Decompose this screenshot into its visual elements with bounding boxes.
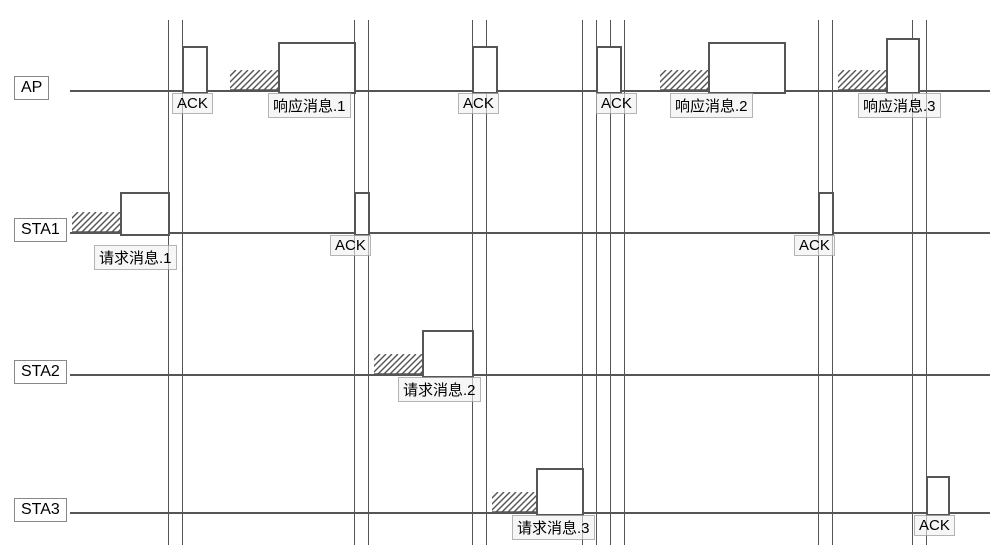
frame-sta1-8 [818, 192, 834, 236]
backoff-sta2-2 [374, 354, 422, 379]
timeline-sta1 [70, 232, 990, 234]
event-label-0: ACK [172, 93, 213, 114]
vline-11 [832, 20, 833, 545]
backoff-ap-1 [230, 70, 278, 95]
vline-10 [818, 20, 819, 545]
track-label-sta2: STA2 [14, 360, 67, 384]
track-label-sta3: STA3 [14, 498, 67, 522]
backoff-ap-5 [838, 70, 886, 95]
event-label-9: 请求消息.2 [398, 377, 481, 402]
event-label-1: 响应消息.1 [268, 93, 351, 118]
track-label-sta1: STA1 [14, 218, 67, 242]
timeline-sta2 [70, 374, 990, 376]
event-label-2: ACK [458, 93, 499, 114]
vline-6 [582, 20, 583, 545]
event-label-8: ACK [794, 235, 835, 256]
vline-2 [354, 20, 355, 545]
frame-ap-0 [182, 46, 208, 94]
frame-sta1-6 [120, 192, 170, 236]
frame-ap-2 [472, 46, 498, 94]
backoff-sta3-3 [492, 492, 536, 517]
timing-diagram: AP STA1 STA2 STA3 ACK 响应消息.1 ACK ACK 响应消息.2 响应消息.… [0, 0, 1000, 560]
backoff-sta1-0 [72, 212, 120, 237]
frame-ap-1 [278, 42, 356, 94]
frame-sta1-7 [354, 192, 370, 236]
frame-sta3-11 [926, 476, 950, 516]
event-label-10: 请求消息.3 [512, 515, 595, 540]
frame-sta2-9 [422, 330, 474, 378]
vline-3 [368, 20, 369, 545]
event-label-4: 响应消息.2 [670, 93, 753, 118]
track-label-ap: AP [14, 76, 49, 100]
event-label-5: 响应消息.3 [858, 93, 941, 118]
vline-0 [168, 20, 169, 545]
event-label-11: ACK [914, 515, 955, 536]
frame-ap-4 [708, 42, 786, 94]
frame-ap-5 [886, 38, 920, 94]
event-label-3: ACK [596, 93, 637, 114]
event-label-6: 请求消息.1 [94, 245, 177, 270]
event-label-7: ACK [330, 235, 371, 256]
frame-sta3-10 [536, 468, 584, 516]
frame-ap-3 [596, 46, 622, 94]
backoff-ap-4 [660, 70, 708, 95]
